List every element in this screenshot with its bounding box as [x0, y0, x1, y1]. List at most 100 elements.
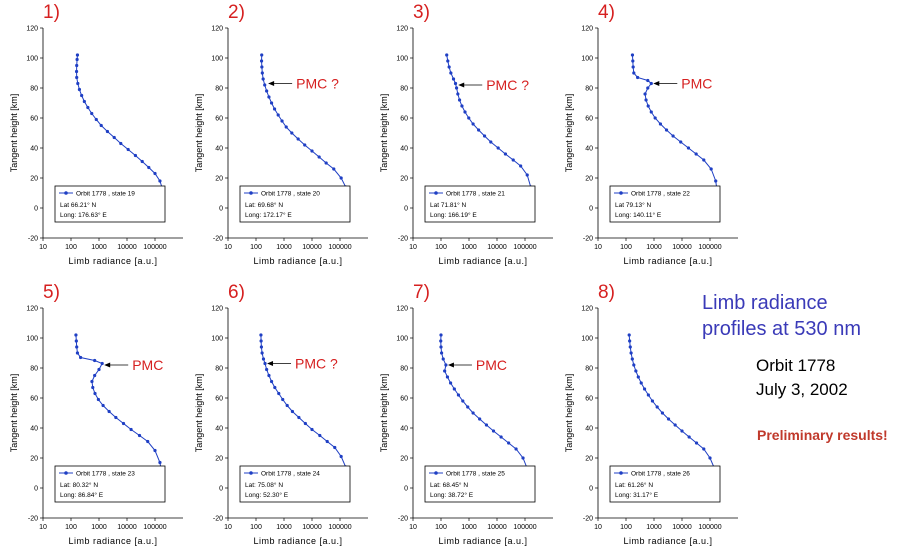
data-point: [463, 110, 467, 114]
data-point: [496, 146, 500, 150]
x-tick-label: 100: [435, 244, 447, 251]
data-point: [631, 65, 635, 69]
data-point: [90, 379, 94, 384]
x-tick-label: 100: [620, 244, 632, 251]
preliminary-note: Preliminary results!: [757, 427, 888, 443]
data-point: [284, 125, 288, 129]
y-tick-label: 20: [30, 176, 38, 183]
data-point: [99, 123, 103, 128]
x-tick-label: 1000: [461, 244, 477, 251]
data-point: [74, 333, 78, 337]
data-point: [303, 143, 307, 147]
data-point: [281, 397, 285, 402]
legend-label: Orbit 1778 , state 19: [76, 191, 135, 198]
data-point: [96, 397, 100, 402]
data-point: [630, 357, 634, 361]
data-point: [673, 423, 677, 427]
data-point: [324, 161, 328, 165]
y-axis-label: Tangent height [km]: [564, 94, 574, 173]
legend-swatch-point: [619, 191, 623, 195]
data-point: [140, 159, 144, 164]
annotation-label: PMC ?: [486, 77, 529, 93]
data-point: [259, 333, 263, 337]
data-point: [317, 155, 321, 159]
x-tick-label: 1000: [276, 524, 292, 531]
data-point: [708, 456, 712, 460]
legend-swatch-point: [434, 191, 438, 195]
x-tick-label: 10000: [302, 244, 322, 251]
date-label: July 3, 2002: [756, 380, 848, 399]
data-point: [297, 415, 301, 420]
y-tick-label: 0: [404, 486, 408, 493]
legend-label: Orbit 1778 , state 26: [631, 471, 690, 478]
data-point: [471, 122, 475, 126]
x-tick-label: 1000: [461, 524, 477, 531]
x-tick-label: 10000: [302, 524, 322, 531]
data-point: [489, 140, 493, 144]
legend-lat: Lat: 80.32° N: [60, 481, 98, 489]
data-point: [627, 333, 631, 337]
data-point: [714, 179, 718, 183]
data-point: [94, 117, 98, 122]
x-tick-label: 1000: [646, 524, 662, 531]
data-point: [439, 339, 443, 343]
data-point: [82, 99, 86, 104]
legend-swatch-point: [64, 471, 68, 475]
data-point: [655, 405, 659, 409]
figure-title-line2: profiles at 530 nm: [702, 318, 861, 340]
x-tick-label: 1000: [276, 244, 292, 251]
data-point: [75, 53, 80, 57]
y-tick-label: 60: [30, 396, 38, 403]
y-tick-label: 40: [400, 146, 408, 153]
data-point: [646, 393, 650, 397]
data-point: [702, 447, 706, 451]
annotation-label: PMC ?: [296, 76, 339, 92]
data-point: [332, 167, 336, 171]
y-tick-label: 40: [585, 426, 593, 433]
data-point: [649, 81, 653, 86]
legend-box: [54, 185, 166, 223]
y-tick-label: 60: [215, 116, 223, 123]
y-tick-label: 0: [589, 486, 593, 493]
data-point: [439, 333, 443, 337]
y-tick-label: 20: [585, 176, 593, 183]
data-point: [107, 409, 111, 414]
data-point: [664, 128, 669, 132]
y-tick-label: 100: [211, 336, 223, 343]
data-point: [653, 116, 657, 120]
legend-label: Orbit 1778 , state 24: [261, 471, 320, 478]
data-point: [643, 92, 647, 96]
annotation-label: PMC: [132, 357, 163, 373]
data-point: [75, 351, 80, 355]
data-point: [74, 69, 79, 74]
x-tick-label: 100: [65, 244, 77, 251]
data-point: [263, 83, 267, 87]
orbit-info: Orbit 1778 July 3, 2002: [756, 354, 848, 402]
y-tick-label: -20: [583, 516, 593, 523]
data-point: [260, 53, 264, 57]
data-point: [318, 433, 322, 438]
data-point: [119, 141, 123, 146]
data-point: [269, 101, 274, 105]
data-point: [629, 351, 633, 355]
annotation-label: PMC: [681, 76, 712, 92]
data-point: [660, 411, 665, 415]
data-point: [260, 351, 264, 355]
data-point: [310, 149, 314, 153]
y-tick-label: 120: [26, 306, 38, 313]
panel-number: 1): [43, 2, 60, 23]
data-point: [521, 456, 525, 460]
legend-long: Long: 38.72° E: [430, 491, 474, 499]
legend-box: [424, 465, 536, 503]
y-axis-label: Tangent height [km]: [379, 374, 389, 453]
y-tick-label: 60: [400, 116, 408, 123]
y-tick-label: 100: [211, 56, 223, 63]
y-axis-label: Tangent height [km]: [9, 374, 19, 453]
data-point: [484, 423, 489, 427]
data-point: [452, 387, 456, 391]
data-point: [272, 107, 277, 111]
data-point: [445, 53, 449, 57]
y-tick-label: 60: [585, 396, 593, 403]
data-point: [86, 105, 90, 110]
